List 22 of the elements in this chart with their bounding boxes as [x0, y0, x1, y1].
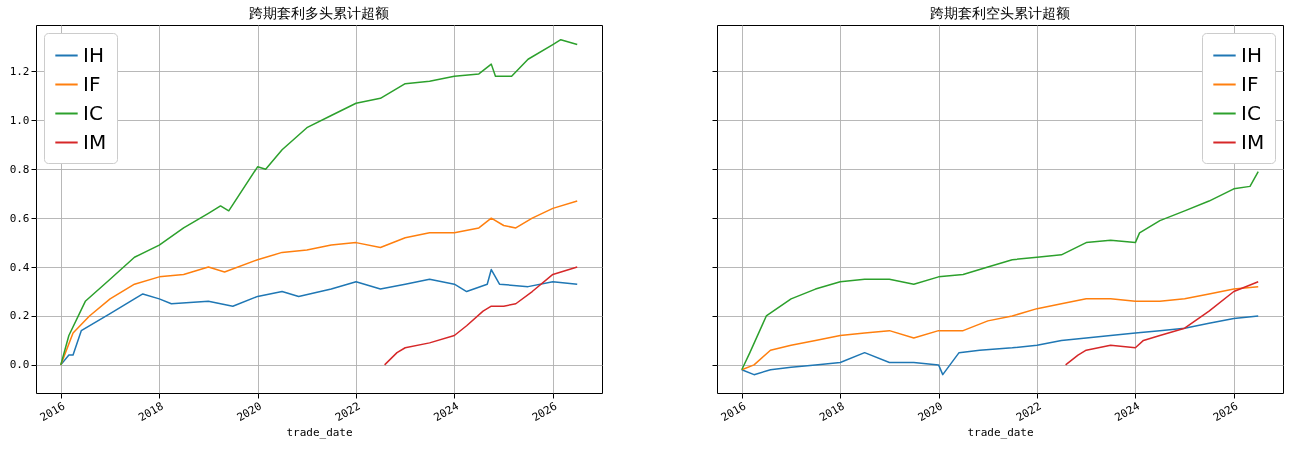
y-tick-label: 0.2	[9, 309, 30, 323]
y-tick-label: 1.0	[9, 113, 30, 127]
line-series	[383, 266, 578, 366]
legend-label: IM	[83, 129, 107, 154]
y-tick-label: 0.8	[9, 162, 30, 176]
legend-label: IF	[83, 71, 101, 96]
y-tick-label: 0.4	[9, 260, 30, 274]
legend-label: IC	[1241, 100, 1261, 125]
chart-title: 跨期套利多头累计超额	[249, 5, 389, 21]
chart-title: 跨期套利空头累计超额	[930, 5, 1070, 21]
y-tick-label: 0.6	[9, 211, 30, 225]
x-axis-title: trade_date	[286, 426, 353, 440]
y-tick-label: 1.2	[9, 64, 30, 78]
legend-label: IM	[1241, 129, 1265, 154]
line-series	[60, 268, 578, 366]
line-series	[60, 38, 578, 366]
legend-label: IH	[1241, 42, 1262, 67]
y-tick-label: 0.0	[9, 358, 30, 372]
legend-label: IF	[1241, 71, 1259, 96]
legend-label: IC	[83, 100, 103, 125]
legend-label: IH	[83, 42, 104, 67]
x-axis-title: trade_date	[967, 426, 1034, 440]
